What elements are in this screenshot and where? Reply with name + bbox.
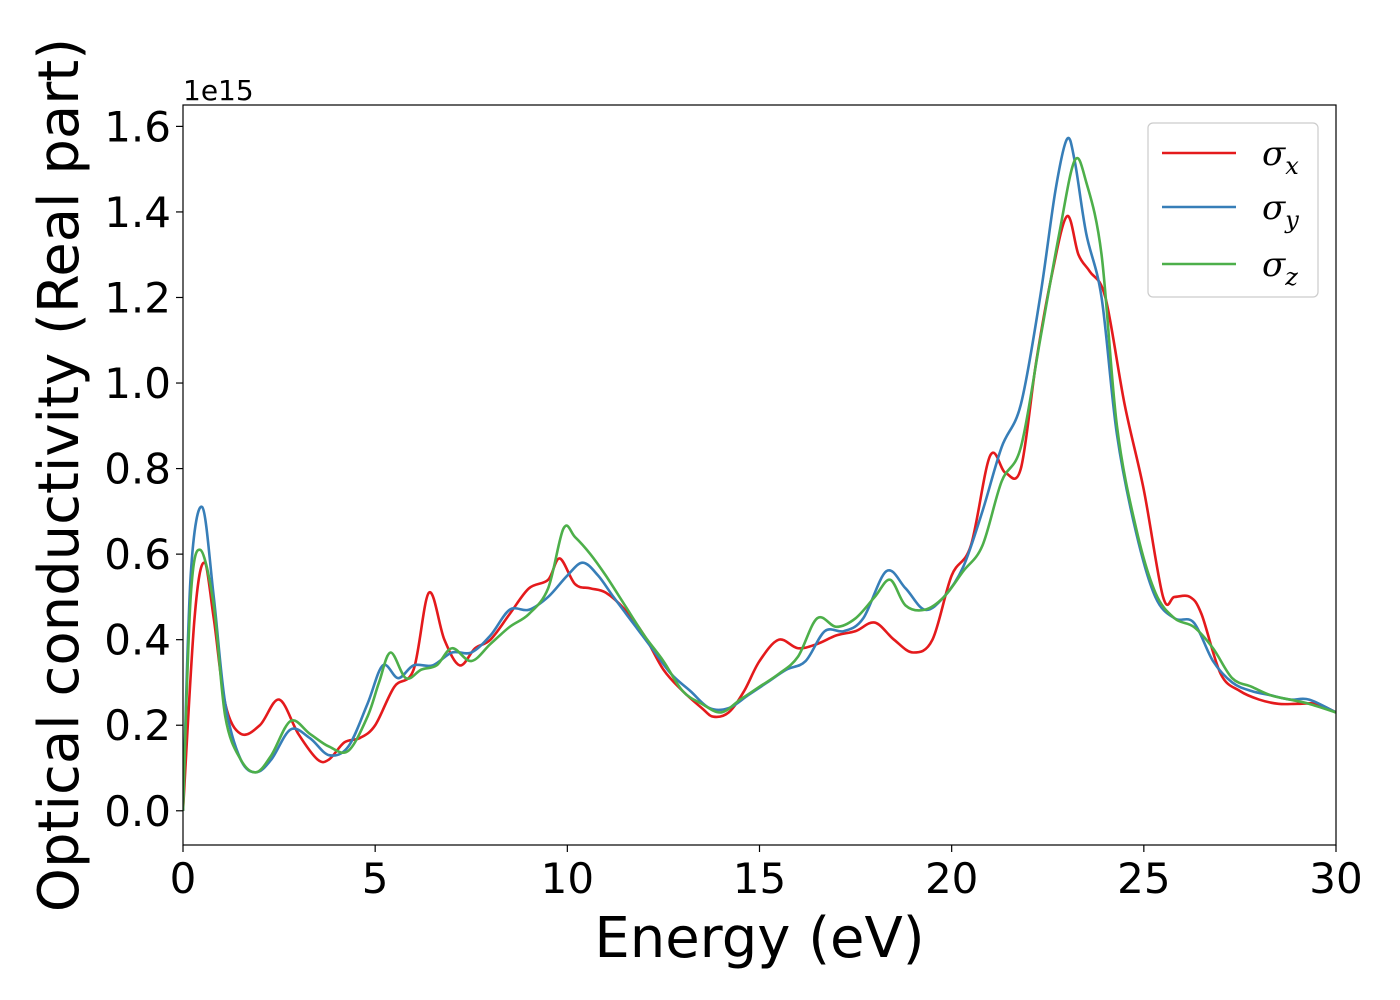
y-tick-label: 0.2 bbox=[104, 701, 171, 750]
y-tick-label: 1.6 bbox=[104, 102, 171, 151]
y-offset-label: 1e15 bbox=[183, 74, 254, 107]
legend-label-z: σz bbox=[1262, 245, 1298, 291]
legend-symbol: σ bbox=[1262, 134, 1286, 174]
x-axis: 0 5 10 15 20 25 30 bbox=[170, 845, 1363, 903]
series-line-z bbox=[183, 156, 1336, 811]
y-tick-label: 0.4 bbox=[104, 616, 171, 665]
x-tick-label: 10 bbox=[541, 854, 594, 903]
legend-box bbox=[1147, 122, 1319, 298]
x-tick-label: 25 bbox=[1117, 854, 1170, 903]
legend-subscript: z bbox=[1284, 263, 1298, 291]
y-axis-label: Optical conductivity (Real part) bbox=[27, 38, 92, 912]
legend-symbol: σ bbox=[1262, 188, 1286, 228]
y-tick-label: 0.6 bbox=[104, 530, 171, 579]
series-layer bbox=[183, 136, 1336, 811]
y-tick-label: 1.4 bbox=[104, 188, 171, 237]
x-tick-label: 20 bbox=[925, 854, 978, 903]
legend-subscript: x bbox=[1285, 152, 1299, 180]
y-tick-label: 0.8 bbox=[104, 445, 171, 494]
legend-label-x: σx bbox=[1262, 134, 1299, 180]
legend-symbol: σ bbox=[1262, 245, 1286, 285]
x-tick-label: 0 bbox=[170, 854, 197, 903]
x-axis-label: Energy (eV) bbox=[594, 906, 924, 971]
x-tick-label: 30 bbox=[1309, 854, 1362, 903]
legend-label-y: σy bbox=[1262, 188, 1299, 234]
y-tick-label: 1.2 bbox=[104, 273, 171, 322]
y-axis: 0.0 0.2 0.4 0.6 0.8 1.0 1.2 1.4 1.6 bbox=[104, 102, 183, 836]
x-tick-label: 5 bbox=[362, 854, 389, 903]
x-tick-label: 15 bbox=[733, 854, 786, 903]
series-line-x bbox=[183, 214, 1336, 811]
y-tick-label: 1.0 bbox=[104, 359, 171, 408]
y-tick-label: 0.0 bbox=[104, 787, 171, 836]
legend-subscript: y bbox=[1284, 206, 1299, 234]
